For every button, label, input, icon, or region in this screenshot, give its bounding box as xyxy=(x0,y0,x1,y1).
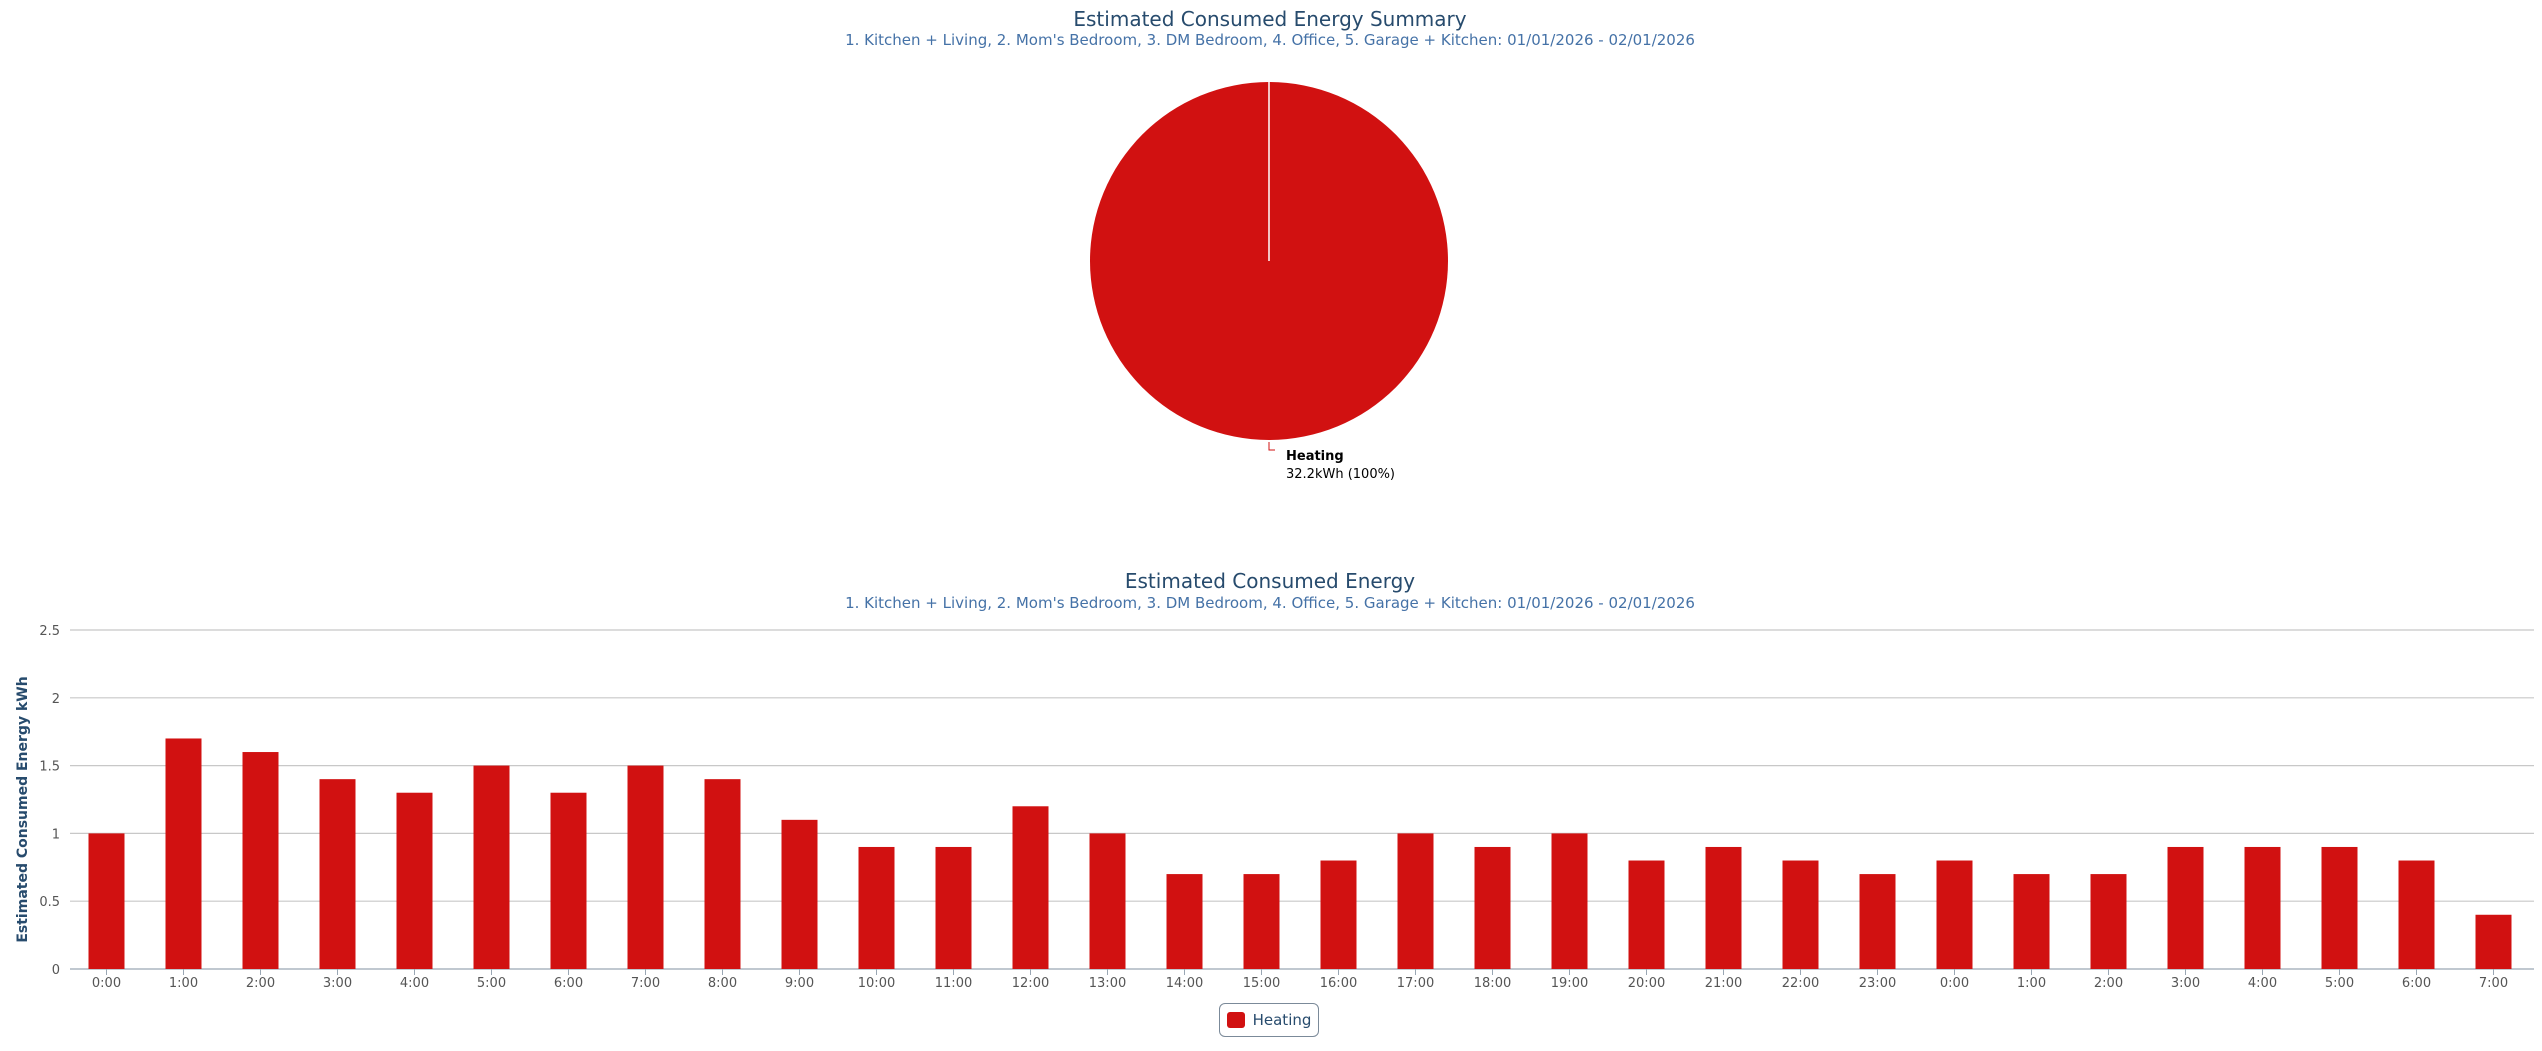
x-tick-label: 12:00 xyxy=(1012,976,1049,991)
x-tick-label: 15:00 xyxy=(1243,976,1280,991)
bar-heating[interactable] xyxy=(1320,860,1357,969)
y-tick-label: 0.5 xyxy=(39,895,60,910)
bar-heating[interactable] xyxy=(935,846,972,969)
legend-label: Heating xyxy=(1252,1011,1312,1029)
bar-heating[interactable] xyxy=(1397,833,1434,969)
x-tick-label: 4:00 xyxy=(2248,976,2277,991)
bar-heating[interactable] xyxy=(1628,860,1665,969)
bar-heating[interactable] xyxy=(1089,833,1126,969)
bar-heating[interactable] xyxy=(1705,846,1742,969)
bar-heating[interactable] xyxy=(1859,874,1896,969)
bar-heating[interactable] xyxy=(2475,914,2512,969)
bar-heating[interactable] xyxy=(2090,874,2127,969)
x-tick-label: 17:00 xyxy=(1397,976,1434,991)
bar-heating[interactable] xyxy=(2013,874,2050,969)
bar-heating[interactable] xyxy=(242,752,279,969)
x-tick-label: 7:00 xyxy=(631,976,660,991)
legend-item-heating[interactable]: Heating xyxy=(1219,1003,1319,1037)
bar-heating[interactable] xyxy=(165,738,202,969)
y-tick-label: 2.5 xyxy=(39,624,60,639)
pie-chart: Heating 32.2kWh (100%) xyxy=(1090,82,1448,482)
y-tick-label: 1.5 xyxy=(39,760,60,775)
bar-heating[interactable] xyxy=(1936,860,1973,969)
x-tick-label: 0:00 xyxy=(1940,976,1969,991)
bar-heating[interactable] xyxy=(1243,874,1280,969)
bar-chart-subtitle: 1. Kitchen + Living, 2. Mom's Bedroom, 3… xyxy=(845,594,1695,612)
bar-heating[interactable] xyxy=(396,792,433,969)
bar-chart-title: Estimated Consumed Energy xyxy=(1125,569,1415,593)
bar-heating[interactable] xyxy=(627,765,664,969)
bar-heating[interactable] xyxy=(2321,846,2358,969)
x-tick-label: 23:00 xyxy=(1859,976,1896,991)
bar-heating[interactable] xyxy=(2398,860,2435,969)
bar-heating[interactable] xyxy=(2244,846,2281,969)
bar-heating[interactable] xyxy=(319,779,356,969)
bar-heating[interactable] xyxy=(1782,860,1819,969)
bar-heating[interactable] xyxy=(88,833,125,969)
bar-heating[interactable] xyxy=(1012,806,1049,969)
x-tick-label: 9:00 xyxy=(785,976,814,991)
x-tick-label: 20:00 xyxy=(1628,976,1665,991)
x-tick-label: 14:00 xyxy=(1166,976,1203,991)
bar-heating[interactable] xyxy=(858,846,895,969)
x-tick-label: 8:00 xyxy=(708,976,737,991)
x-tick-label: 6:00 xyxy=(554,976,583,991)
pie-chart-title: Estimated Consumed Energy Summary xyxy=(1073,7,1466,31)
x-tick-label: 10:00 xyxy=(858,976,895,991)
x-tick-label: 5:00 xyxy=(477,976,506,991)
pie-label-name: Heating xyxy=(1286,449,1344,464)
bar-heating[interactable] xyxy=(473,765,510,969)
pie-label-value: 32.2kWh (100%) xyxy=(1286,467,1395,482)
bar-heating[interactable] xyxy=(2167,846,2204,969)
y-tick-label: 1 xyxy=(52,827,60,842)
bar-heating[interactable] xyxy=(1551,833,1588,969)
y-tick-label: 0 xyxy=(52,963,60,978)
bar-heating[interactable] xyxy=(1166,874,1203,969)
x-tick-label: 0:00 xyxy=(92,976,121,991)
y-tick-label: 2 xyxy=(52,692,60,707)
x-tick-label: 6:00 xyxy=(2402,976,2431,991)
bar-heating[interactable] xyxy=(704,779,741,969)
pie-chart-subtitle: 1. Kitchen + Living, 2. Mom's Bedroom, 3… xyxy=(845,31,1695,49)
x-tick-label: 19:00 xyxy=(1551,976,1588,991)
x-tick-label: 4:00 xyxy=(400,976,429,991)
pie-label-connector xyxy=(1268,442,1275,451)
x-tick-label: 13:00 xyxy=(1089,976,1126,991)
x-tick-label: 1:00 xyxy=(2017,976,2046,991)
x-tick-label: 21:00 xyxy=(1705,976,1742,991)
x-tick-label: 5:00 xyxy=(2325,976,2354,991)
bar-heating[interactable] xyxy=(1474,846,1511,969)
x-tick-label: 7:00 xyxy=(2479,976,2508,991)
bar-heating[interactable] xyxy=(550,792,587,969)
x-tick-label: 3:00 xyxy=(323,976,352,991)
bar-heating[interactable] xyxy=(781,819,818,969)
x-tick-label: 16:00 xyxy=(1320,976,1357,991)
legend-swatch xyxy=(1226,1012,1245,1028)
x-tick-label: 11:00 xyxy=(935,976,972,991)
x-tick-label: 2:00 xyxy=(246,976,275,991)
x-tick-label: 3:00 xyxy=(2171,976,2200,991)
x-tick-label: 22:00 xyxy=(1782,976,1819,991)
y-axis-title: Estimated Consumed Energy kWh xyxy=(15,676,31,942)
x-tick-label: 18:00 xyxy=(1474,976,1511,991)
x-tick-label: 1:00 xyxy=(169,976,198,991)
bar-chart: 0 0.5 1 1.5 2 2.5 Estimated Consumed Energy kW… xyxy=(15,624,2534,991)
x-tick-label: 2:00 xyxy=(2094,976,2123,991)
